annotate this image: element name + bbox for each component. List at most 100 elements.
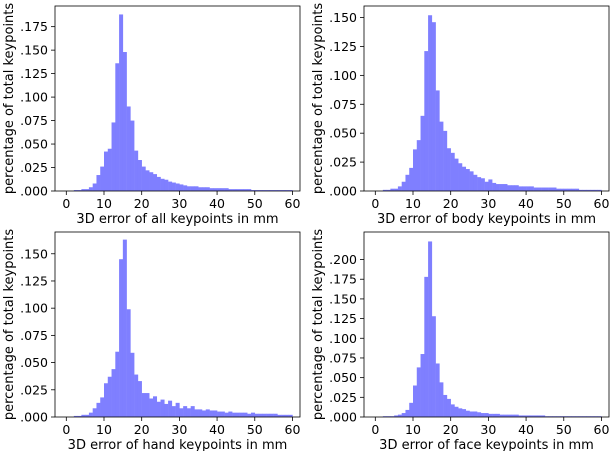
histogram-bar: [401, 413, 406, 417]
y-tick-label: .050: [329, 370, 357, 385]
histogram-bar: [77, 415, 82, 417]
histogram-bars: [73, 14, 293, 192]
y-tick-label: .000: [20, 184, 48, 199]
histogram-bar: [104, 151, 109, 191]
axes-frame: [54, 5, 301, 192]
x-tick-label: 10: [96, 422, 112, 437]
y-tick-label: .025: [329, 390, 357, 405]
chart-panel-3: 0 10 20 30 40 50 60 .000 .025 .050 .075 .100 .125 .15…: [2, 229, 300, 451]
histogram-bar: [153, 174, 158, 191]
y-tick-label: .050: [329, 126, 357, 141]
x-axis-label: 3D error of face keypoints in mm: [379, 438, 594, 451]
x-tick-label: 20: [443, 422, 459, 437]
histogram-bar: [458, 163, 463, 191]
histogram-bar: [277, 190, 282, 191]
histogram-bar: [386, 189, 391, 191]
y-tick-label: .050: [20, 355, 48, 370]
histogram-bar: [284, 414, 289, 417]
histogram-bar: [96, 175, 101, 191]
y-tick-label: .175: [329, 272, 357, 287]
histogram-bar: [198, 409, 203, 417]
histogram-bars: [382, 241, 602, 417]
histogram-bar: [202, 410, 207, 417]
histogram-bar: [397, 414, 402, 417]
axes-frame: [54, 231, 301, 418]
x-axis-label: 3D error of hand keypoints in mm: [68, 438, 288, 451]
histogram-bar: [179, 408, 184, 417]
histogram-bar: [567, 188, 572, 191]
histogram-bar: [499, 414, 504, 417]
y-tick-label: .175: [20, 19, 48, 34]
x-axis-label: 3D error of all keypoints in mm: [76, 212, 278, 227]
histogram-bar: [122, 52, 127, 191]
x-tick-label: 40: [209, 196, 225, 211]
x-tick-label: 0: [371, 422, 379, 437]
histogram-bar: [134, 374, 139, 417]
histogram-bar: [141, 166, 146, 191]
histogram-bar: [541, 187, 546, 191]
histogram-bar: [107, 148, 112, 191]
y-tick-label: .075: [329, 97, 357, 112]
histogram-bar: [431, 22, 436, 191]
histogram-bar: [134, 150, 139, 191]
histogram-bar: [194, 186, 199, 191]
histogram-bar: [450, 152, 455, 191]
histogram-bar: [462, 409, 467, 417]
histogram-bar: [137, 160, 142, 191]
x-tick-label: 50: [556, 196, 572, 211]
histogram-bar: [462, 166, 467, 191]
histogram-bar: [533, 187, 538, 191]
histogram-bar: [156, 401, 161, 417]
x-tick-label: 30: [171, 422, 187, 437]
histogram-bar: [81, 414, 86, 417]
histogram-bar: [401, 181, 406, 191]
histogram-bar: [179, 184, 184, 191]
histogram-bar: [262, 190, 267, 191]
histogram-bar: [394, 188, 399, 191]
histogram-bar: [409, 167, 414, 192]
histogram-bar: [85, 414, 90, 417]
x-tick-label: 30: [480, 422, 496, 437]
histogram-bar: [281, 190, 286, 191]
histogram-bar: [413, 149, 418, 192]
y-tick-label: .125: [20, 66, 48, 81]
histogram-bar: [544, 187, 549, 191]
histogram-bar: [526, 415, 531, 417]
histogram-bar: [130, 352, 135, 417]
histogram-bars: [382, 15, 602, 192]
y-tick-label: .075: [20, 328, 48, 343]
y-tick-label: .125: [20, 273, 48, 288]
histogram-bars: [73, 239, 293, 417]
histogram-bar: [115, 63, 120, 191]
histogram-bar: [511, 185, 516, 191]
histogram-bar: [239, 412, 244, 417]
histogram-bar: [160, 399, 165, 417]
histogram-bar: [92, 408, 97, 417]
histogram-bar: [205, 409, 210, 417]
x-axis-label: 3D error of body keypoints in mm: [377, 212, 596, 227]
histogram-bar: [443, 394, 448, 417]
histogram-bar: [480, 178, 485, 191]
histogram-bar: [164, 403, 169, 417]
y-tick-label: .200: [329, 252, 357, 267]
y-axis-label: percentage of total keypoints: [311, 3, 326, 195]
histogram-bar: [217, 188, 222, 191]
histogram-bar: [186, 186, 191, 191]
histogram-bar: [220, 188, 225, 191]
histogram-bar: [100, 166, 105, 191]
histogram-bar: [522, 415, 527, 417]
histogram-bar: [420, 115, 425, 191]
histogram-bar: [454, 406, 459, 417]
x-tick-label: 10: [405, 196, 421, 211]
histogram-bar: [247, 413, 252, 417]
histogram-bar: [81, 189, 86, 191]
histogram-bar: [213, 410, 218, 417]
histogram-bar: [454, 158, 459, 192]
x-tick-label: 30: [171, 196, 187, 211]
histogram-bar: [149, 172, 154, 191]
histogram-bar: [232, 189, 237, 191]
histogram-bar: [537, 415, 542, 417]
y-tick-label: .000: [329, 184, 357, 199]
histogram-bar: [288, 190, 293, 191]
